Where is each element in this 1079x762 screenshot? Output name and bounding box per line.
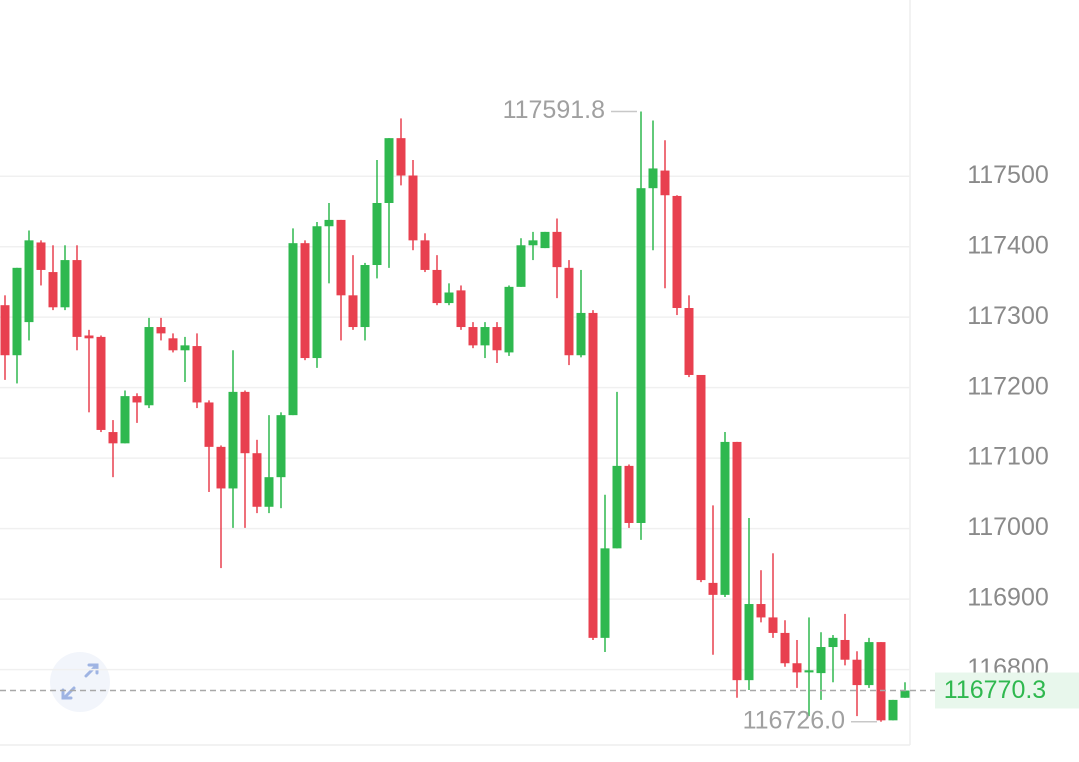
candle-body xyxy=(60,260,70,308)
candle-body xyxy=(552,231,562,268)
candle-body xyxy=(648,168,658,189)
candle-body xyxy=(540,231,550,249)
candle-body xyxy=(156,327,166,334)
candle-body xyxy=(816,647,826,674)
candle-body xyxy=(516,245,526,287)
candle-body xyxy=(576,312,586,356)
candle-body xyxy=(216,446,226,489)
candle-body xyxy=(96,336,106,430)
expand-button[interactable] xyxy=(50,652,110,712)
candle-body xyxy=(672,195,682,309)
candle-body xyxy=(180,345,190,351)
candle-body xyxy=(612,465,622,549)
candle-body xyxy=(876,642,886,721)
candle-body xyxy=(684,308,694,375)
candle-body xyxy=(456,290,466,328)
candle-body xyxy=(744,604,754,681)
candle-body xyxy=(324,219,334,227)
candle-body xyxy=(432,269,442,304)
candle-body xyxy=(420,240,430,270)
candle-body xyxy=(396,138,406,176)
candle-body xyxy=(768,617,778,633)
candle-body xyxy=(168,338,178,351)
candle-body xyxy=(480,327,490,346)
last-price-label: 116770.3 xyxy=(944,676,1046,704)
candle-body xyxy=(528,240,538,246)
candle-body xyxy=(300,243,310,359)
y-tick-label: 117000 xyxy=(967,513,1049,541)
candle-body xyxy=(36,242,46,270)
candle-body xyxy=(348,295,358,328)
candle-body xyxy=(312,226,322,359)
candle-body xyxy=(144,327,154,406)
expand-icon xyxy=(61,663,99,700)
annotation-label: 116726.0 xyxy=(743,706,845,734)
candle-body xyxy=(72,260,82,337)
candle-body xyxy=(852,659,862,686)
candle-body xyxy=(660,170,670,196)
y-tick-label: 117400 xyxy=(967,231,1049,259)
y-tick-label: 117300 xyxy=(967,302,1049,330)
candle-body xyxy=(756,604,766,618)
candle-body xyxy=(120,396,130,444)
candle-body xyxy=(708,582,718,595)
candle-body xyxy=(264,477,274,507)
candle-body xyxy=(84,335,94,339)
candle-body xyxy=(372,202,382,266)
candle-body xyxy=(228,391,238,489)
candle-body xyxy=(888,699,898,721)
candle-body xyxy=(564,267,574,356)
expand-circle xyxy=(50,652,110,712)
candle-body xyxy=(24,240,34,323)
candle-body xyxy=(600,548,610,638)
candle-body xyxy=(444,292,454,304)
candle-body xyxy=(12,267,22,356)
candle-body xyxy=(132,396,142,403)
candle-body xyxy=(468,327,478,346)
candle-body xyxy=(192,346,202,403)
candle-body xyxy=(900,690,910,698)
candle-body xyxy=(588,312,598,638)
candle-body xyxy=(624,465,634,523)
y-tick-label: 117500 xyxy=(967,161,1049,189)
candle-body xyxy=(792,663,802,673)
y-tick-label: 117100 xyxy=(967,443,1049,471)
candle-body xyxy=(732,441,742,681)
y-tick-label: 117200 xyxy=(967,372,1049,400)
candle-body xyxy=(636,188,646,523)
candle-body xyxy=(384,138,394,203)
last-price-box xyxy=(935,672,1079,709)
candle-body xyxy=(48,272,58,308)
candle-body xyxy=(840,639,850,660)
candle-body xyxy=(492,327,502,351)
candle-body xyxy=(360,265,370,328)
candle-body xyxy=(408,175,418,241)
candle-body xyxy=(780,632,790,664)
candle-body xyxy=(828,637,838,648)
candle-body xyxy=(696,374,706,581)
candle-body xyxy=(804,670,814,673)
candle-body xyxy=(252,453,262,507)
candle-body xyxy=(336,219,346,296)
candle-body xyxy=(288,243,298,416)
candle-body xyxy=(720,441,730,595)
candle-body xyxy=(204,402,214,447)
candle-body xyxy=(276,415,286,478)
candle-body xyxy=(108,432,118,444)
candle-body xyxy=(864,642,874,686)
annotation-label: 117591.8 xyxy=(503,96,605,124)
y-tick-label: 116900 xyxy=(967,584,1049,612)
candle-body xyxy=(504,286,514,353)
candle-body xyxy=(240,391,250,454)
candle-body xyxy=(0,305,10,356)
